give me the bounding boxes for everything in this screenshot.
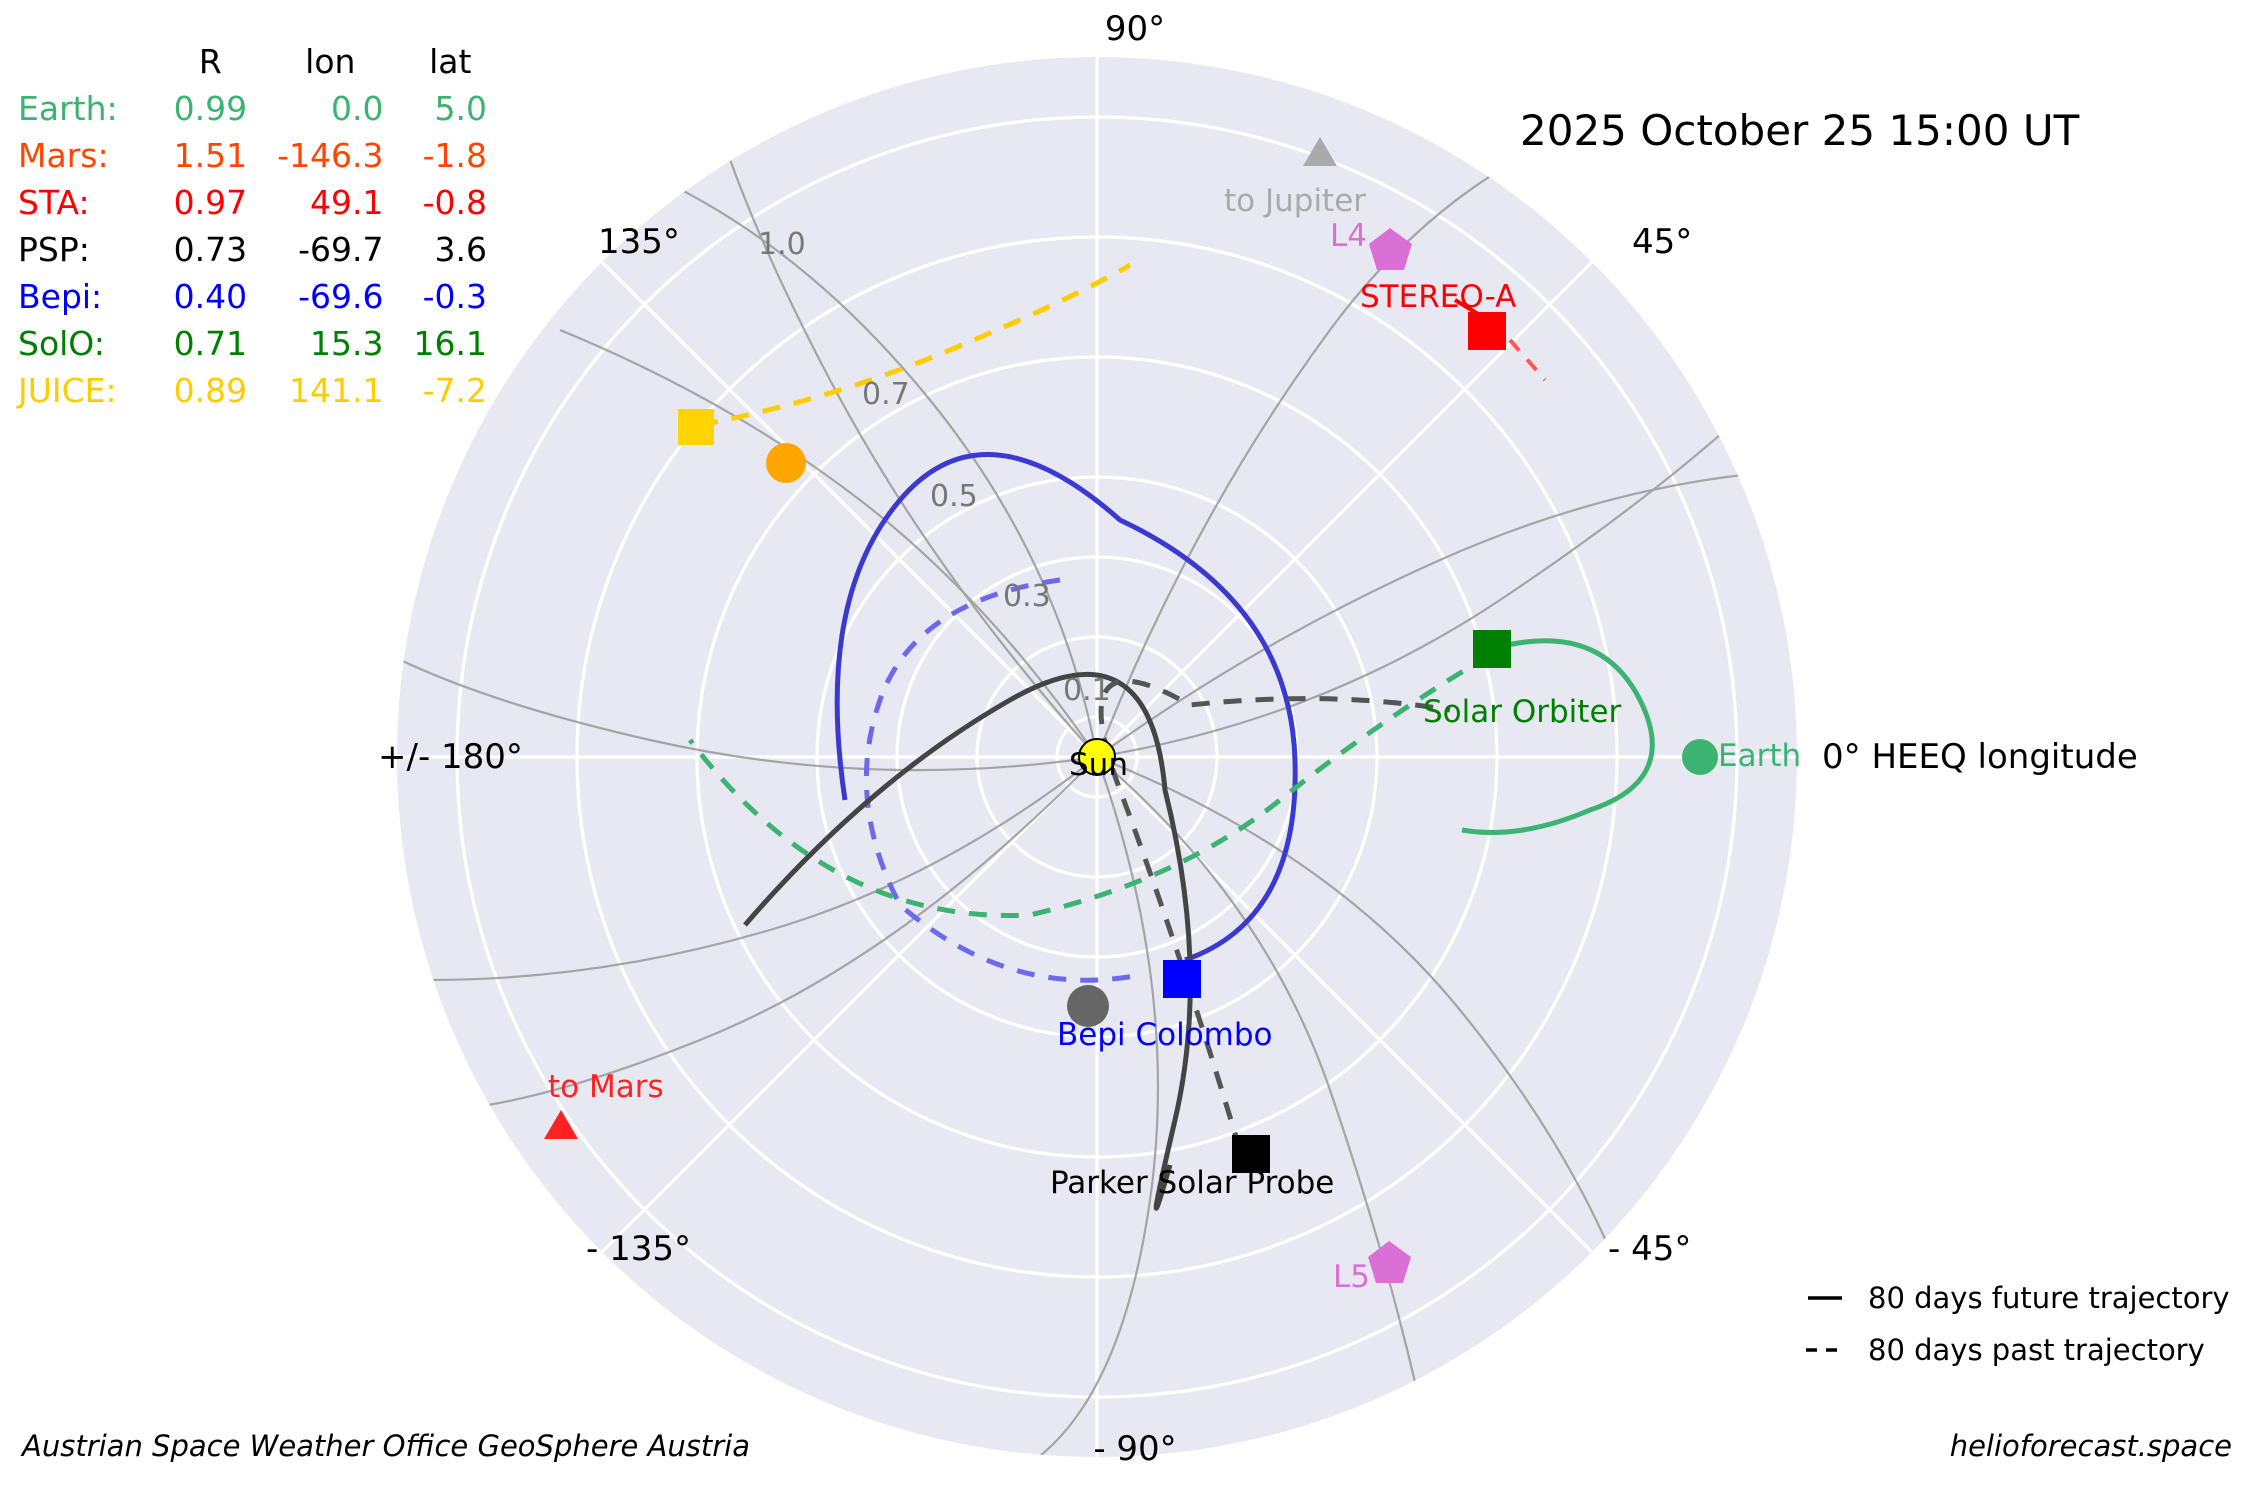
table-row: Earth: 0.99 0.0 5.0	[18, 85, 487, 132]
legend-past-label: 80 days past trajectory	[1868, 1333, 2205, 1367]
solar-orbiter-marker[interactable]	[1473, 630, 1511, 668]
to-mars-label: to Mars	[548, 1069, 664, 1105]
radial-tick-0-7: 0.7	[862, 377, 910, 412]
table-cell-name: Mars:	[18, 136, 109, 175]
legend-future-label: 80 days future trajectory	[1868, 1281, 2230, 1315]
psp-future-trajectory	[743, 672, 1193, 1211]
footer-left: Austrian Space Weather Office GeoSphere …	[22, 1429, 751, 1463]
to-jupiter-label: to Jupiter	[1224, 183, 1367, 219]
angle-label-minus45: - 45°	[1608, 1229, 1692, 1269]
sun-marker[interactable]	[1078, 738, 1116, 776]
table-cell-r: 0.99	[173, 89, 248, 128]
mercury-marker[interactable]	[1067, 985, 1109, 1027]
to-mars-triangle-icon	[544, 1110, 578, 1139]
l5-pentagon-icon[interactable]	[1368, 1241, 1411, 1283]
table-row: Bepi: 0.40 -69.6 -0.3	[18, 273, 487, 320]
header-lat: lat	[429, 42, 472, 81]
table-cell-lat: -1.8	[422, 136, 487, 175]
table-cell-lat: -0.8	[422, 183, 487, 222]
table-cell-name: STA:	[18, 183, 90, 222]
radial-tick-0-3: 0.3	[1003, 579, 1051, 614]
l4-pentagon-icon[interactable]	[1369, 228, 1412, 270]
bepi-colombo-marker[interactable]	[1163, 960, 1201, 998]
angle-label-minus135: - 135°	[586, 1229, 691, 1269]
juice-marker[interactable]	[678, 409, 714, 445]
bepi-past-trajectory	[863, 577, 1141, 983]
radial-tick-0-1: 0.1	[1063, 673, 1111, 708]
angle-label-90: 90°	[1104, 9, 1166, 49]
earth-label: Earth	[1718, 738, 1802, 774]
table-row: JUICE: 0.89 141.1 -7.2	[18, 367, 487, 414]
to-jupiter-triangle-icon	[1303, 137, 1337, 166]
table-cell-lon: -146.3	[277, 136, 384, 175]
table-cell-lat: 16.1	[413, 324, 487, 363]
table-cell-name: JUICE:	[18, 371, 117, 410]
table-cell-name: PSP:	[18, 230, 90, 269]
mars-marker[interactable]	[766, 443, 806, 483]
table-header-row: R lon lat	[18, 38, 487, 85]
footer-right: helioforecast.space	[1949, 1429, 2232, 1463]
table-cell-lon: 0.0	[331, 89, 384, 128]
table-cell-r: 0.40	[173, 277, 248, 316]
parker-solar-probe-label: Parker Solar Probe	[1050, 1165, 1335, 1201]
table-cell-lat: -0.3	[422, 277, 487, 316]
radial-tick-1-0: 1.0	[758, 227, 806, 262]
bepi-colombo-label: Bepi Colombo	[1057, 1017, 1273, 1053]
stereoa-marker[interactable]	[1468, 312, 1506, 350]
solo-past-trajectory	[688, 652, 1492, 919]
angle-label-135: 135°	[598, 222, 680, 262]
solar-orbiter-label: Solar Orbiter	[1423, 694, 1622, 730]
earth-marker[interactable]	[1682, 739, 1718, 775]
table-row: STA: 0.97 49.1 -0.8	[18, 179, 487, 226]
table-cell-lat: 5.0	[434, 89, 487, 128]
l5-label: L5	[1333, 1259, 1370, 1295]
parker-spiral-lines	[397, 59, 1797, 1457]
table-cell-lat: 3.6	[434, 230, 487, 269]
table-cell-name: Earth:	[18, 89, 118, 128]
positions-table: R lon lat Earth: 0.99 0.0 5.0 Mars: 1.51 -146.…	[18, 38, 487, 414]
stereoa-label: STEREO-A	[1360, 279, 1517, 315]
table-row: PSP: 0.73 -69.7 3.6	[18, 226, 487, 273]
table-cell-lon: -69.7	[298, 230, 384, 269]
table-cell-lon: 15.3	[310, 324, 384, 363]
radial-tick-0-5: 0.5	[930, 479, 978, 514]
l4-label: L4	[1330, 218, 1367, 254]
table-cell-r: 0.73	[173, 230, 248, 269]
table-cell-lat: -7.2	[422, 371, 487, 410]
sun-label: Sun	[1069, 747, 1128, 783]
page-title: 2025 October 25 15:00 UT	[1520, 106, 2080, 155]
table-cell-lon: -69.6	[298, 277, 384, 316]
table-row: Mars: 1.51 -146.3 -1.8	[18, 132, 487, 179]
header-lon: lon	[305, 42, 356, 81]
stereoa-past-trajectory	[1508, 338, 1547, 382]
angle-label-minus90: - 90°	[1093, 1429, 1177, 1469]
header-r: R	[198, 42, 222, 81]
angle-label-45: 45°	[1632, 222, 1693, 262]
table-cell-name: SolO:	[18, 324, 105, 363]
table-cell-name: Bepi:	[18, 277, 103, 316]
bepi-future-trajectory	[834, 452, 1298, 963]
angle-label-0: 0° HEEQ longitude	[1822, 737, 2138, 777]
table-cell-r: 1.51	[173, 136, 248, 175]
parker-solar-probe-marker[interactable]	[1232, 1135, 1270, 1173]
juice-future-trajectory	[546, 147, 592, 301]
table-row: SolO: 0.71 15.3 16.1	[18, 320, 487, 367]
juice-past-trajectory	[699, 262, 1132, 428]
table-cell-lon: 49.1	[310, 183, 384, 222]
table-cell-r: 0.89	[173, 371, 248, 410]
angle-label-180: +/- 180°	[378, 737, 523, 777]
table-cell-r: 0.97	[173, 183, 248, 222]
table-cell-r: 0.71	[173, 324, 248, 363]
table-body: Earth: 0.99 0.0 5.0 Mars: 1.51 -146.3 -1.8 STA: 0…	[18, 85, 487, 414]
solo-future-trajectory	[1461, 638, 1655, 835]
table-cell-lon: 141.1	[289, 371, 384, 410]
